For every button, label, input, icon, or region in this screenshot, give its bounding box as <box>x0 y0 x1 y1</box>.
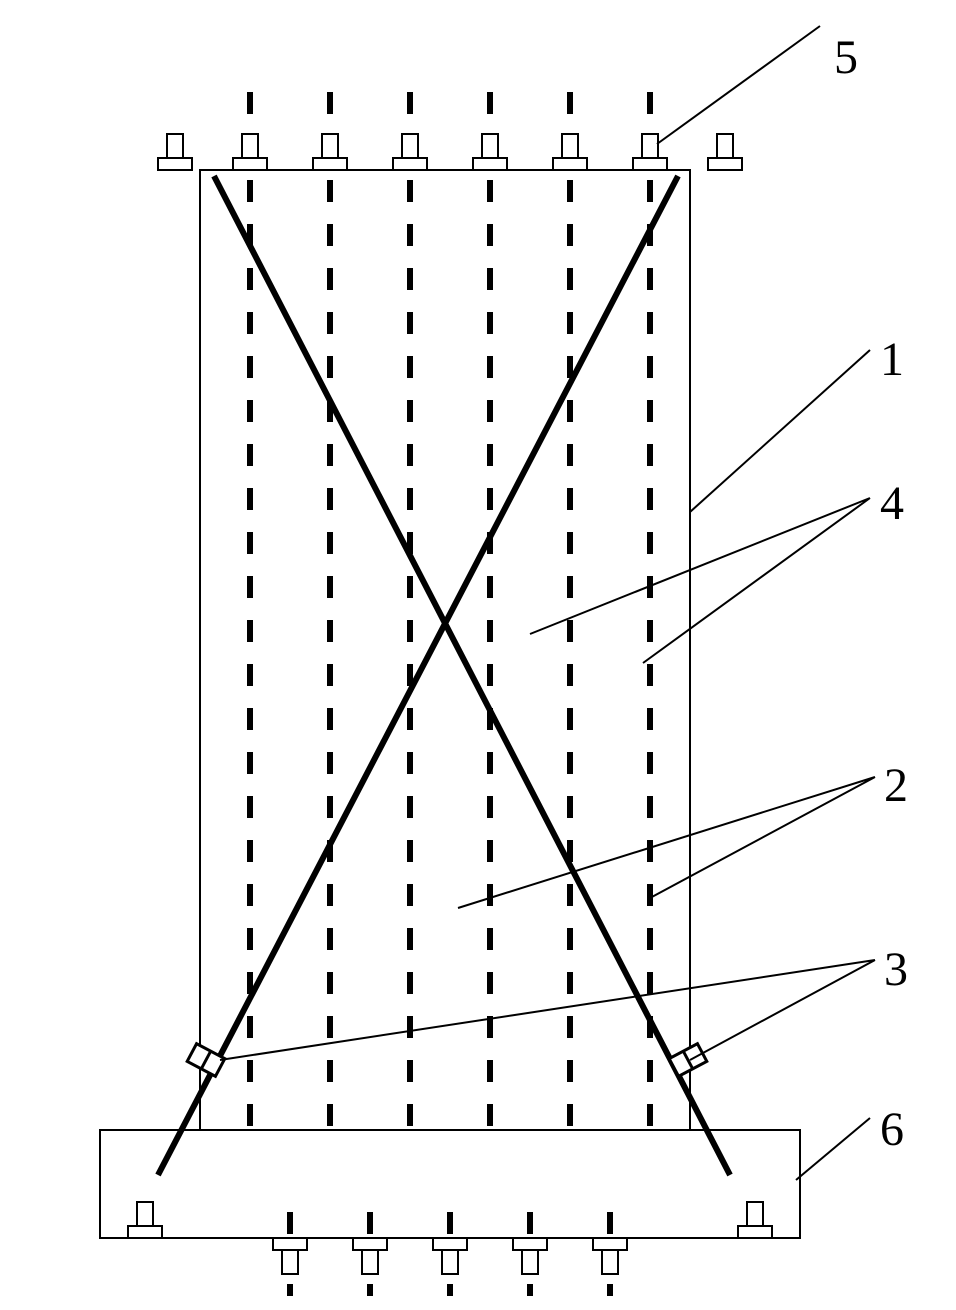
callout-label-1: 1 <box>880 332 904 387</box>
callout-label-5: 5 <box>834 30 858 85</box>
callout-label-2: 2 <box>884 758 908 813</box>
callout-label-4: 4 <box>880 476 904 531</box>
diagram-svg <box>0 0 956 1310</box>
callout-label-6: 6 <box>880 1102 904 1157</box>
callout-label-3: 3 <box>884 942 908 997</box>
